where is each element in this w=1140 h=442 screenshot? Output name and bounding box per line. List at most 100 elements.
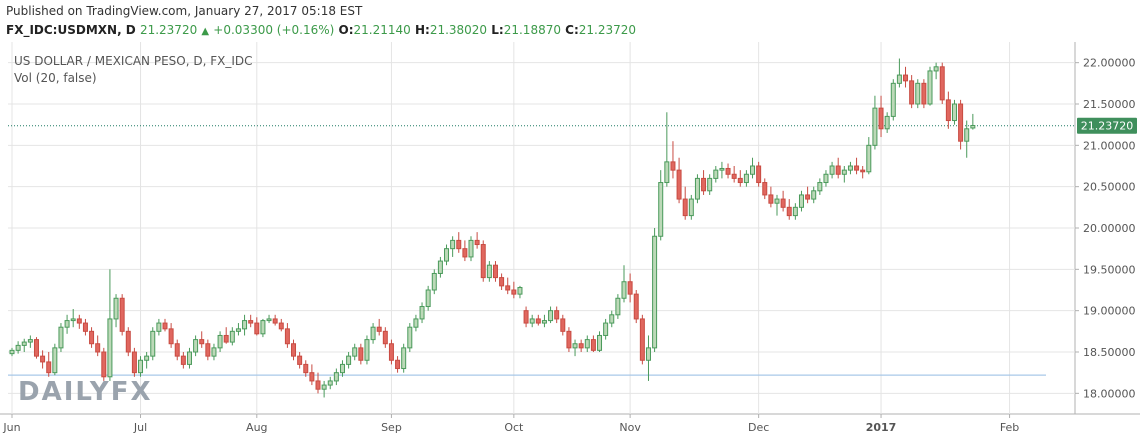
candle-body — [303, 363, 309, 374]
x-tick-label: Dec — [748, 421, 769, 434]
candle-body — [468, 239, 474, 258]
candle — [82, 318, 88, 336]
candle — [278, 318, 284, 332]
candle — [627, 273, 633, 303]
candle-body — [235, 328, 241, 332]
candle — [205, 339, 211, 361]
candle-body — [780, 198, 786, 208]
candle — [327, 376, 333, 390]
candle-body — [823, 173, 829, 184]
candle-body — [964, 128, 970, 142]
candle — [792, 203, 798, 220]
candle-body — [768, 194, 774, 204]
candle-body — [792, 206, 798, 217]
y-tick-label: 19.00000 — [1083, 305, 1136, 318]
candle — [909, 75, 915, 109]
candle-body — [921, 82, 927, 105]
candle-body — [419, 306, 425, 320]
candle — [951, 99, 957, 125]
candle — [419, 302, 425, 324]
candle — [46, 352, 52, 377]
candle-body — [866, 144, 872, 173]
candle-body — [560, 318, 566, 332]
candle-body — [205, 343, 211, 357]
candle-body — [737, 177, 743, 184]
candle — [168, 323, 174, 348]
candle — [964, 120, 970, 158]
candle — [517, 285, 523, 299]
candle — [437, 256, 443, 278]
low-label: L: — [491, 23, 504, 37]
candle-body — [266, 318, 272, 322]
candle-body — [382, 330, 388, 345]
candle — [780, 190, 786, 212]
y-tick-label: 18.00000 — [1083, 387, 1136, 400]
candle — [664, 112, 670, 187]
candle — [89, 327, 95, 348]
candle-body — [652, 235, 658, 349]
candle-body — [664, 161, 670, 184]
candle-body — [242, 320, 248, 330]
candle-body — [131, 351, 137, 374]
candle — [915, 79, 921, 109]
candle — [229, 327, 235, 346]
candle — [407, 323, 413, 352]
indicator-label: Vol (20, false) — [14, 71, 97, 85]
candle-body — [174, 343, 180, 357]
candle — [511, 281, 517, 299]
candle-body — [743, 173, 749, 184]
candle-body — [309, 372, 315, 382]
y-axis[interactable]: 18.00000 18.50000 19.00000 19.50000 20.00000… — [1075, 57, 1136, 401]
candle — [945, 91, 951, 129]
candle — [248, 314, 254, 328]
candle — [58, 323, 64, 352]
candle-body — [144, 355, 150, 361]
candle-body — [872, 107, 878, 146]
horizontal-lines — [8, 125, 1075, 376]
candle-body — [847, 165, 853, 171]
candle-body — [346, 355, 352, 365]
candle — [725, 163, 731, 179]
candle-body — [970, 124, 976, 129]
y-tick-label: 18.50000 — [1083, 346, 1136, 359]
candle — [597, 331, 603, 352]
candle-body — [40, 355, 46, 363]
x-tick-label: Jun — [2, 421, 20, 434]
y-tick-label: 21.50000 — [1083, 98, 1136, 111]
candle — [817, 178, 823, 195]
candle — [548, 306, 554, 324]
candle-body — [909, 80, 915, 105]
candle-body — [413, 318, 419, 328]
x-axis[interactable]: Jun Jul Aug Sep Oct Nov Dec 2017 Feb — [2, 414, 1019, 434]
candle — [462, 240, 468, 262]
candle-body — [58, 326, 64, 349]
candle — [670, 141, 676, 179]
candle — [590, 335, 596, 352]
candle-body — [927, 70, 933, 105]
candle-body — [958, 103, 964, 142]
candle — [303, 360, 309, 377]
candle-body — [578, 343, 584, 349]
candle — [639, 314, 645, 365]
x-tick-label: Aug — [246, 421, 267, 434]
candle — [217, 331, 223, 352]
candle — [468, 236, 474, 262]
low-value: 21.18870 — [503, 23, 561, 37]
candle-body — [254, 322, 260, 335]
candle — [645, 335, 651, 381]
chart-header: Published on TradingView.com, January 27… — [6, 2, 636, 41]
candle — [450, 236, 456, 257]
candle — [76, 314, 82, 329]
candle-body — [46, 361, 52, 374]
candle-body — [939, 66, 945, 101]
candle — [652, 228, 658, 352]
candle-body — [590, 339, 596, 351]
candle — [927, 66, 933, 106]
candle-body — [523, 310, 529, 324]
candle-body — [401, 347, 407, 370]
close-value: 21.23720 — [578, 23, 637, 37]
candle-body — [603, 322, 609, 336]
candle-body — [278, 322, 284, 330]
candle-body — [113, 297, 119, 320]
